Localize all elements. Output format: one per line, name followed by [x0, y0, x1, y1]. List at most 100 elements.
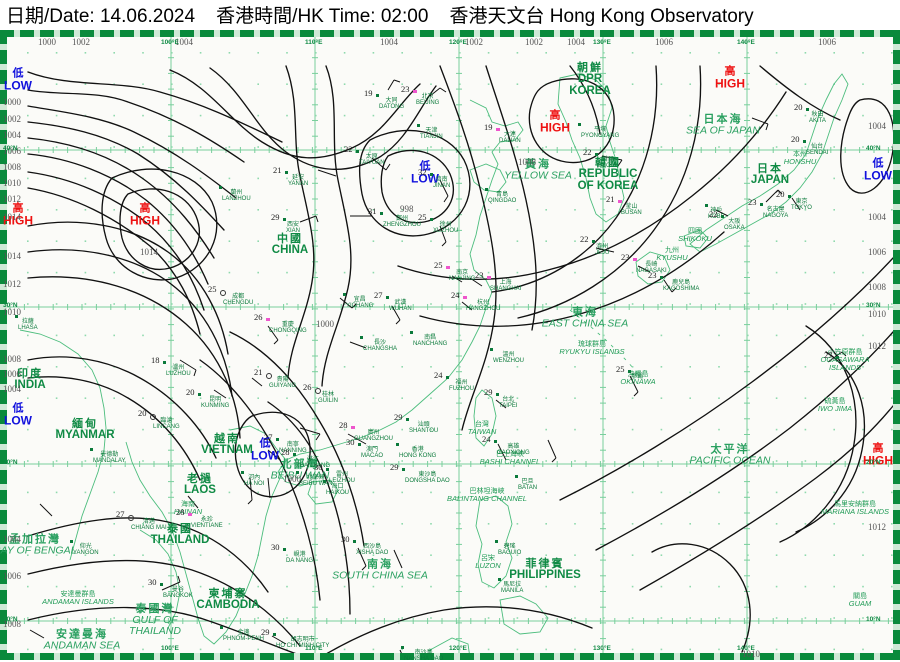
lon-tick-100-e-top: 100°E	[161, 39, 179, 46]
station-marker-zhengzhou	[380, 212, 383, 215]
sea-label-pacific-ocean: 太平洋 PACIFIC OCEAN	[689, 443, 771, 467]
station-temperature-x: 27	[824, 350, 833, 360]
station-marker-ho-chi-minh-city	[273, 633, 276, 636]
station-marker-fuzhou	[446, 376, 449, 379]
station-marker-beijing	[413, 90, 417, 93]
station-label-shantou: 汕頭 SHANTOU	[409, 422, 439, 434]
lon-tick-140-e-bottom: 140°E	[737, 645, 755, 652]
island-label-andaman-islands: 安達曼群島 ANDAMAN ISLANDS	[42, 590, 114, 606]
isobar-label-998: 998	[400, 204, 414, 214]
station-label-nagoya: 名古屋 NAGOYA	[763, 207, 789, 219]
station-marker-guilin	[315, 388, 321, 394]
station-temperature-jeju: 22	[580, 234, 589, 244]
island-label-ogasawara-islands: 小笠原群島 OGASAWARA ISLANDS	[820, 349, 870, 372]
station-label-x: 那霸	[631, 374, 644, 380]
station-marker-shanghai	[487, 276, 491, 279]
isobar-label-1006: 1006	[3, 146, 21, 156]
station-marker-luzhou	[163, 361, 166, 364]
pressure-centre-high: 高 HIGH	[863, 442, 893, 468]
station-temperature-bangkok: 30	[148, 577, 157, 587]
station-marker-nanning	[276, 438, 279, 441]
station-marker-nanchang	[410, 331, 413, 334]
station-label-shanghai: 上海 SHANGHAI	[490, 280, 522, 292]
station-marker-kunming	[198, 393, 201, 396]
station-marker-gaoxiong	[494, 440, 497, 443]
pressure-centre-low: 低 LOW	[4, 67, 32, 93]
isobar-label-1002: 1002	[525, 37, 543, 47]
station-label-lhasa: 拉薩 LHASA	[18, 319, 38, 331]
station-temperature-guilin: 26	[303, 382, 312, 392]
station-label-guiyang: 貴陽 GUIYANG	[269, 377, 297, 389]
map-frame-top	[0, 30, 900, 37]
station-marker-xisha-dao	[353, 540, 356, 543]
station-marker-wuhan	[386, 296, 389, 299]
station-label-taiyuan: 太原 TAIYUAN	[359, 154, 385, 166]
pressure-centre-low: 低 LOW	[4, 402, 32, 428]
station-label-hangzhou: 杭州 HANGZHOU	[466, 300, 501, 312]
country-label-dpr-korea: 朝鮮 DPR KOREA	[569, 62, 611, 97]
station-label-baguio: 碧瑤 BAGUIO	[498, 544, 522, 556]
station-marker-yangon	[70, 540, 73, 543]
isobar-label-1012: 1012	[3, 194, 21, 204]
station-temperature-zhengzhou: 31	[368, 206, 377, 216]
isobar-label-1004: 1004	[3, 130, 21, 140]
station-label-gaoxiong: 高雄 GAOXIONG	[497, 444, 530, 456]
station-marker-taipei	[496, 393, 499, 396]
station-marker-batan	[515, 475, 518, 478]
isobar-label-1006: 1006	[3, 571, 21, 581]
station-marker-xuzhou	[430, 218, 433, 221]
station-label-xuzhou: 徐州 XUZHOU	[433, 222, 459, 234]
station-marker-qingdao	[485, 188, 488, 191]
station-temperature-vientiane: 28	[176, 507, 185, 517]
station-marker-haikou	[323, 480, 326, 483]
station-marker-zhanjiang	[293, 453, 296, 456]
station-temperature-lincang: 20	[138, 408, 147, 418]
lon-tick-110-e-top: 110°E	[305, 39, 323, 46]
station-marker-pyongyang	[578, 123, 581, 126]
pressure-centre-high: 高 HIGH	[130, 202, 160, 228]
station-marker-taiyuan	[356, 150, 359, 153]
lon-tick-120-e-top: 120°E	[449, 39, 467, 46]
isobar-label-1004: 1004	[3, 384, 21, 394]
country-label-laos: 老撾 LAOS	[184, 472, 216, 496]
island-label-kyushu: 九州 KYUSHU	[656, 246, 688, 262]
station-label-vientiane: 永珍 VIENTIANE	[191, 517, 223, 529]
station-temperature-hangzhou: 24	[451, 290, 460, 300]
sea-label-gulf-of-thailand: 泰國灣 GULF OF THAILAND	[129, 603, 181, 637]
station-label-beibu-wan: 北部灣 BEIBU WAN	[299, 475, 333, 487]
sea-label-beibu-wan: 北部灣 BEIBU WAN	[270, 458, 330, 482]
station-marker-dongsha-dao	[402, 468, 405, 471]
station-label-yangon: 仰光 YANGON	[73, 544, 99, 556]
station-temperature-taiyuan: 22	[344, 144, 353, 154]
station-label-nagasaki: 長崎 NAGASAKI	[636, 262, 667, 274]
station-temperature-macao: 30	[346, 437, 355, 447]
station-marker-shantou	[406, 418, 409, 421]
station-label-nanchang: 南昌 NANCHANG	[413, 335, 448, 347]
island-label-shikoku: 四國 SHIKOKU	[678, 227, 712, 243]
station-temperature-shantou: 29	[394, 412, 403, 422]
country-label-india: 印度 INDIA	[14, 367, 46, 391]
country-label-philippines: 菲律賓 PHILIPPINES	[509, 557, 581, 581]
isobar-label-1004: 1004	[3, 534, 21, 544]
station-marker-manila	[498, 578, 501, 581]
station-marker-x	[836, 356, 839, 359]
station-marker-ha-noi	[241, 471, 244, 474]
lat-tick-40-n-right: 40°N	[866, 145, 881, 152]
station-temperature-tokyo: 20	[776, 189, 785, 199]
station-marker-bangkok	[160, 583, 163, 586]
surface-analysis-map[interactable]: 高 HIGH 高 HIGH 高 HIGH 高 HIGH 高 HIGH 低 LOW 低 LOW 低 LOW 低 LO…	[0, 30, 900, 660]
station-marker-lincang	[150, 414, 156, 420]
station-marker-osaka	[721, 215, 724, 218]
station-label-manila: 馬尼拉 MANILA	[501, 582, 524, 594]
station-marker-jinan	[430, 173, 433, 176]
station-marker-hangzhou	[463, 296, 467, 299]
station-label-leizhou: 雷州 LEIZHOU	[329, 472, 356, 484]
station-label-wenzhou: 溫州 WENZHOU	[493, 352, 524, 364]
pressure-centre-high: 高 HIGH	[3, 202, 33, 228]
station-temperature-xisha-dao: 30	[341, 534, 350, 544]
station-marker-chongqing	[266, 318, 270, 321]
station-label-jeju: 濟州 JEJU	[595, 244, 610, 256]
isobar-label-1002: 1002	[465, 37, 483, 47]
station-label-chongqing: 重慶 CHONGQING	[269, 322, 307, 334]
